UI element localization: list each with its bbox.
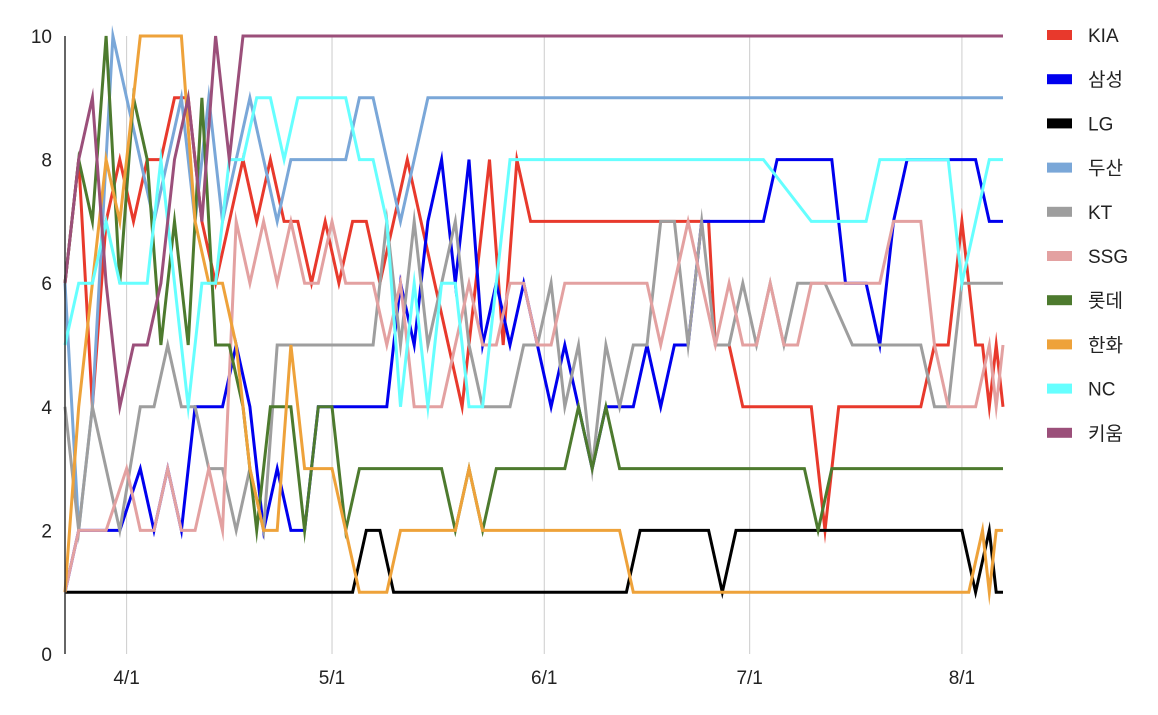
series-line bbox=[63, 34, 1003, 416]
y-tick-label: 0 bbox=[41, 645, 52, 666]
legend-label: 두산 bbox=[1088, 158, 1123, 180]
series-line bbox=[63, 35, 1003, 545]
x-tick-label: 8/1 bbox=[949, 668, 975, 689]
legend-label: 한화 bbox=[1088, 334, 1123, 356]
series-line bbox=[63, 207, 1003, 545]
series-line bbox=[63, 25, 1003, 531]
legend-swatch bbox=[1047, 339, 1072, 350]
legend-swatch bbox=[1047, 251, 1072, 261]
series-layer bbox=[63, 25, 1005, 606]
legend-swatch bbox=[1047, 118, 1072, 129]
legend-label: KIA bbox=[1088, 26, 1119, 47]
x-tick-label: 6/1 bbox=[531, 668, 557, 689]
legend-swatch bbox=[1047, 295, 1072, 306]
y-tick-label: 2 bbox=[41, 521, 52, 542]
legend-swatch bbox=[1047, 74, 1072, 85]
legend-label: SSG bbox=[1088, 247, 1128, 268]
x-tick-label: 7/1 bbox=[736, 668, 762, 689]
x-tick-label: 5/1 bbox=[319, 668, 345, 689]
legend-label: LG bbox=[1088, 114, 1113, 135]
series-line bbox=[63, 34, 1003, 606]
y-tick-label: 4 bbox=[41, 398, 52, 419]
series-line bbox=[63, 96, 1003, 421]
series-line bbox=[65, 521, 1003, 600]
legend-label: NC bbox=[1088, 380, 1115, 401]
x-tick-label: 4/1 bbox=[113, 668, 139, 689]
axis-layer: 4/1 5/1 6/1 7/1 8/1 0 2 4 6 8 10 bbox=[31, 27, 975, 689]
y-tick-label: 6 bbox=[41, 274, 52, 295]
series-line bbox=[63, 209, 1005, 593]
legend-label: 롯데 bbox=[1088, 290, 1123, 312]
legend-swatch bbox=[1047, 30, 1072, 40]
legend-label: KT bbox=[1088, 203, 1113, 224]
legend-swatch bbox=[1047, 206, 1072, 217]
legend-swatch bbox=[1047, 427, 1072, 438]
legend-label: 키움 bbox=[1088, 423, 1123, 445]
series-line bbox=[63, 150, 1003, 593]
y-tick-label: 10 bbox=[31, 27, 52, 48]
y-tick-label: 8 bbox=[41, 151, 52, 172]
legend-swatch bbox=[1047, 162, 1072, 173]
legend-label: 삼성 bbox=[1088, 69, 1123, 91]
legend-swatch bbox=[1047, 383, 1072, 394]
